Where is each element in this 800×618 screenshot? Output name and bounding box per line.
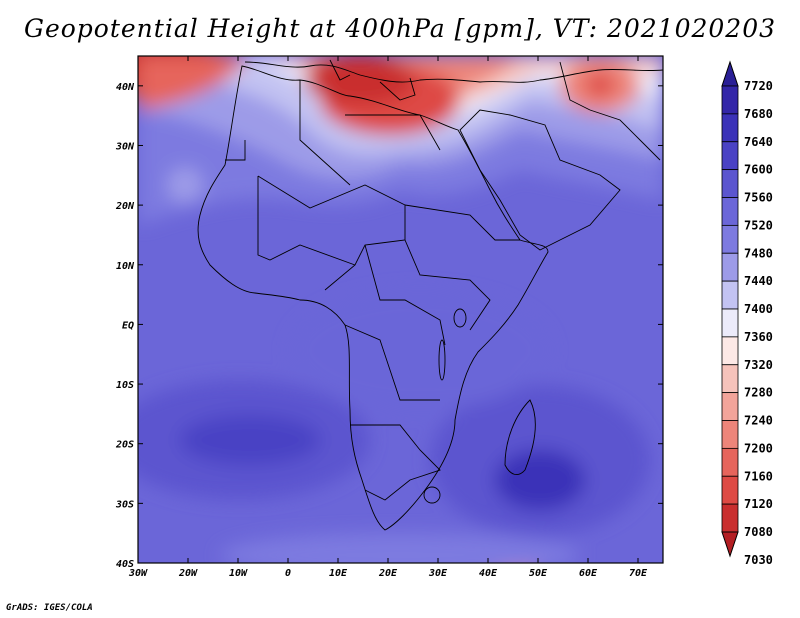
colorbar-label: 7120: [744, 497, 773, 511]
colorbar-label: 7240: [744, 414, 773, 428]
y-tick-label: EQ: [122, 320, 134, 331]
credit-text: GrADS: IGES/COLA: [6, 603, 93, 613]
colorbar-swatch: [721, 141, 739, 171]
y-tick-label: 10N: [116, 261, 135, 272]
colorbar-swatch: [721, 364, 739, 394]
y-tick-label: 20S: [115, 440, 134, 451]
colorbar-label: 7560: [744, 191, 773, 205]
colorbar-swatch: [721, 392, 739, 421]
colorbar-label: 7200: [744, 441, 773, 455]
colorbar-swatch: [721, 308, 739, 338]
x-tick-label: 20W: [178, 568, 198, 579]
x-tick-label: 10E: [329, 568, 348, 579]
colorbar-label: 7320: [744, 358, 773, 372]
colorbar-swatch: [721, 252, 739, 282]
colorbar-swatch: [721, 224, 739, 254]
colorbar-swatch: [721, 197, 739, 226]
colorbar-label: 7520: [744, 218, 773, 232]
x-tick-label: 30E: [428, 568, 448, 579]
colorbar-label: 7680: [744, 107, 773, 121]
x-tick-label: 60E: [579, 568, 598, 579]
x-tick-label: 10W: [229, 568, 248, 579]
colorbar-arrow-bottom: [721, 531, 739, 558]
x-tick-label: 50E: [529, 568, 548, 579]
colorbar-swatch: [721, 447, 739, 477]
colorbar-label: 7480: [744, 246, 773, 260]
colorbar-label: 7280: [744, 386, 773, 400]
colorbar-label: 7720: [744, 79, 773, 93]
x-axis: 30W 20W 10W 0 10E 20E 30E 40E 50E 60E 70E: [128, 56, 648, 579]
colorbar-swatch: [721, 475, 739, 505]
x-tick-label: 20E: [378, 568, 398, 579]
y-tick-label: 20N: [115, 201, 135, 212]
y-tick-label: 30S: [115, 499, 134, 510]
colorbar-swatch: [721, 280, 739, 310]
y-tick-label: 40S: [116, 559, 134, 570]
colorbar-label: 7160: [744, 469, 773, 483]
colorbar-label: 7360: [744, 330, 773, 344]
x-tick-label: 30W: [128, 568, 148, 579]
colorbar-label: 7400: [744, 302, 773, 316]
y-tick-label: 40N: [116, 82, 135, 93]
y-axis: 40N 30N 20N 10N EQ 10S 20S 30S 40S: [115, 82, 663, 570]
colorbar-swatch: [721, 85, 739, 115]
map-title: Geopotential Height at 400hPa [gpm], VT:…: [23, 14, 777, 43]
geopotential-field: [138, 56, 663, 563]
y-tick-label: 30N: [115, 141, 135, 152]
colorbar-arrow-top: [721, 60, 739, 87]
colorbar-swatch: [721, 113, 739, 143]
y-tick-label: 10S: [116, 380, 134, 391]
colorbar-swatch: [721, 169, 739, 198]
colorbar-label: 7600: [744, 163, 773, 177]
colorbar: 7720 7680 7640 7600 7560 7520 7480 7440 7400 7360…: [721, 60, 773, 567]
x-tick-label: 70E: [629, 568, 648, 579]
coastline-lines: [197, 59, 663, 531]
x-tick-label: 40E: [479, 568, 498, 579]
colorbar-label: 7640: [744, 135, 773, 149]
colorbar-swatch: [721, 336, 739, 366]
colorbar-swatch: [721, 503, 739, 533]
colorbar-label: 7440: [744, 274, 773, 288]
colorbar-swatch: [721, 420, 739, 449]
plot-frame: [137, 55, 664, 564]
colorbar-label: 7080: [744, 525, 773, 539]
colorbar-label: 7030: [744, 553, 773, 567]
x-tick-label: 0: [285, 568, 291, 579]
